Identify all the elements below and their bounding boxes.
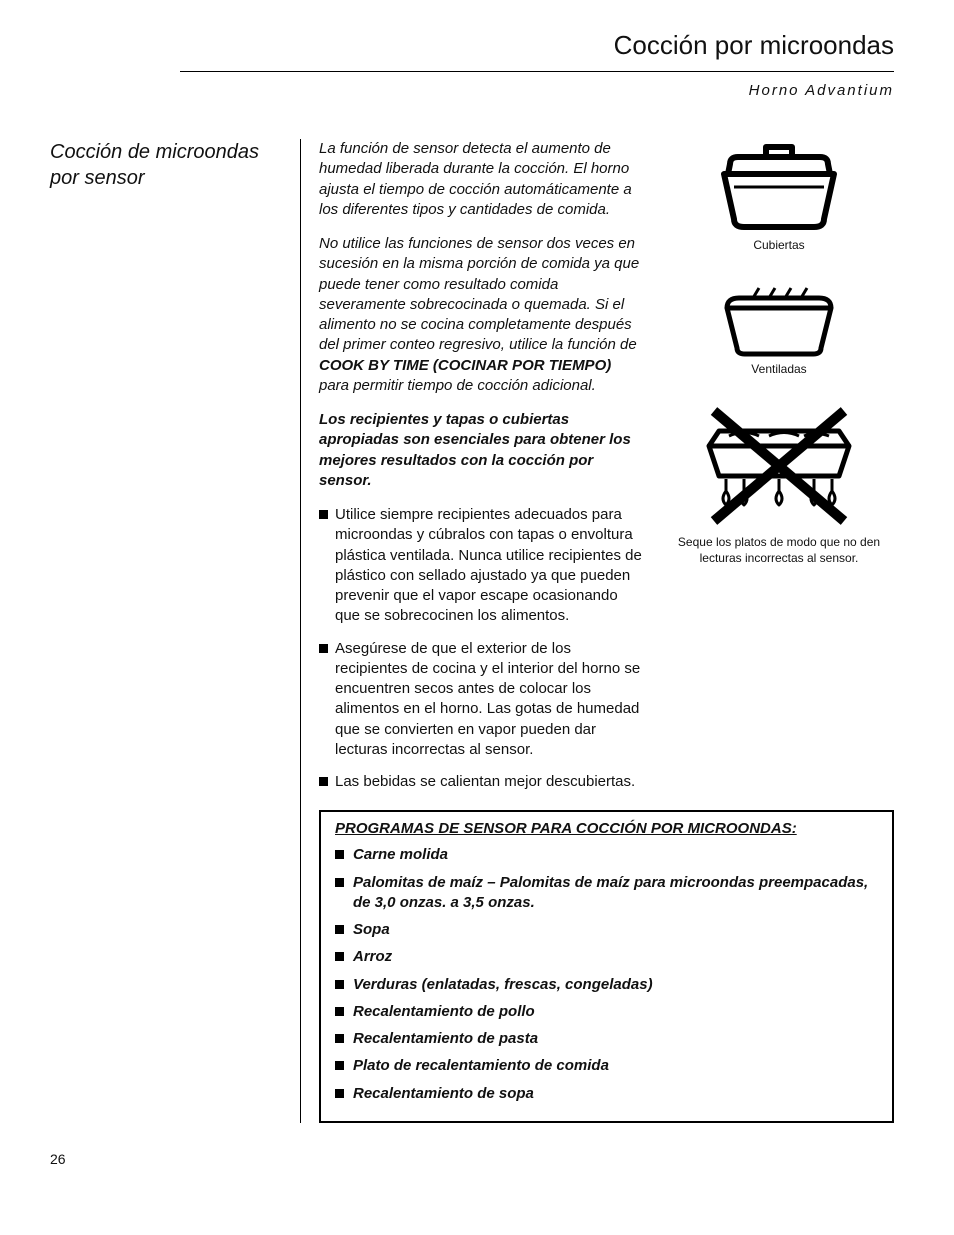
programs-list: Carne molida Palomitas de maíz – Palomit… xyxy=(335,845,878,1104)
paragraph-intro: La función de sensor detecta el aumento … xyxy=(319,139,644,220)
dry-dish-icon xyxy=(694,401,864,531)
programs-box: PROGRAMAS DE SENSOR PARA COCCIÓN POR MIC… xyxy=(319,810,894,1123)
programs-title: PROGRAMAS DE SENSOR PARA COCCIÓN POR MIC… xyxy=(335,820,878,837)
list-item: Palomitas de maíz – Palomitas de maíz pa… xyxy=(353,873,878,914)
list-item: Las bebidas se calientan mejor descubier… xyxy=(335,772,644,792)
list-item: Verduras (enlatadas, frescas, congeladas… xyxy=(353,975,878,995)
paragraph-essentials: Los recipientes y tapas o cubiertas apro… xyxy=(319,410,644,491)
paragraph-warning-c: para permitir tiempo de cocción adiciona… xyxy=(319,377,596,394)
list-item: Recalentamiento de sopa xyxy=(353,1084,878,1104)
paragraph-warning-a: No utilice las funciones de sensor dos v… xyxy=(319,235,639,353)
page-subtitle: Horno Advantium xyxy=(50,82,894,99)
figure-caption-covered: Cubiertas xyxy=(664,238,894,254)
tips-list: Utilice siempre recipientes adecuados pa… xyxy=(319,505,644,792)
figure-caption-dry: Seque los platos de modo que no den lect… xyxy=(664,535,894,566)
list-item: Arroz xyxy=(353,947,878,967)
page-number: 26 xyxy=(50,1151,894,1167)
figure-caption-vented: Ventiladas xyxy=(664,362,894,378)
list-item: Utilice siempre recipientes adecuados pa… xyxy=(335,505,644,627)
list-item: Recalentamiento de pollo xyxy=(353,1002,878,1022)
section-heading: Cocción de microondas por sensor xyxy=(50,139,280,191)
list-item: Sopa xyxy=(353,920,878,940)
cook-by-time-label: COOK BY TIME (COCINAR POR TIEMPO) xyxy=(319,357,611,374)
page-title: Cocción por microondas xyxy=(180,30,894,72)
list-item: Plato de recalentamiento de comida xyxy=(353,1056,878,1076)
covered-dish-icon xyxy=(704,139,854,234)
list-item: Asegúrese de que el exterior de los reci… xyxy=(335,639,644,761)
list-item: Recalentamiento de pasta xyxy=(353,1029,878,1049)
paragraph-warning: No utilice las funciones de sensor dos v… xyxy=(319,234,644,396)
vented-dish-icon xyxy=(709,278,849,358)
list-item: Carne molida xyxy=(353,845,878,865)
